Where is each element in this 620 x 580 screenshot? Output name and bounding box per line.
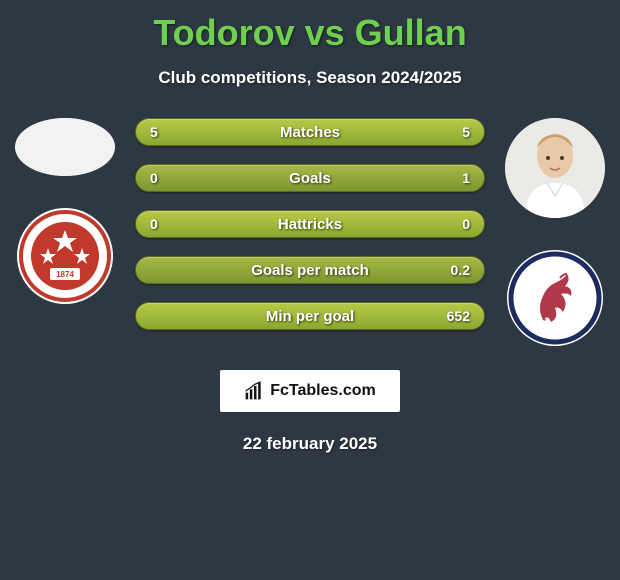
stat-bar-matches: 5 Matches 5 (135, 118, 485, 146)
stat-label: Matches (136, 124, 484, 141)
stat-label: Goals (136, 170, 484, 187)
raith-badge-icon (505, 248, 605, 348)
stat-bar-goals-per-match: Goals per match 0.2 (135, 256, 485, 284)
stats-column: 5 Matches 5 0 Goals 1 0 Hattricks 0 Goal… (135, 118, 485, 330)
stat-bar-min-per-goal: Min per goal 652 (135, 302, 485, 330)
brand-text: FcTables.com (270, 382, 376, 400)
date-text: 22 february 2025 (243, 434, 377, 454)
stat-right-value: 0 (462, 216, 470, 232)
subtitle: Club competitions, Season 2024/2025 (158, 68, 461, 88)
stat-bar-goals: 0 Goals 1 (135, 164, 485, 192)
stat-label: Goals per match (136, 262, 484, 279)
stat-left-value: 0 (150, 170, 158, 186)
stat-right-value: 5 (462, 124, 470, 140)
stat-right-value: 0.2 (451, 262, 470, 278)
compare-row: 1874 5 Matches 5 0 Goals 1 0 Hattricks 0 (0, 118, 620, 348)
stat-left-value: 0 (150, 216, 158, 232)
right-club-badge (505, 248, 605, 348)
stat-left-value: 5 (150, 124, 158, 140)
stat-bar-hattricks: 0 Hattricks 0 (135, 210, 485, 238)
avatar-placeholder-icon (15, 118, 115, 176)
left-player-col: 1874 (10, 118, 120, 306)
right-player-col (500, 118, 610, 348)
chart-icon (244, 381, 264, 401)
svg-text:1874: 1874 (56, 270, 74, 279)
brand-box[interactable]: FcTables.com (220, 370, 400, 412)
page-title: Todorov vs Gullan (153, 12, 466, 54)
left-club-badge: 1874 (15, 206, 115, 306)
hamilton-badge-icon: 1874 (15, 206, 115, 306)
stat-right-value: 1 (462, 170, 470, 186)
player-photo-icon (505, 118, 605, 218)
stat-label: Min per goal (136, 308, 484, 325)
left-player-avatar (15, 118, 115, 176)
right-player-avatar (505, 118, 605, 218)
comparison-card: Todorov vs Gullan Club competitions, Sea… (0, 0, 620, 464)
stat-label: Hattricks (136, 216, 484, 233)
stat-right-value: 652 (447, 308, 470, 324)
